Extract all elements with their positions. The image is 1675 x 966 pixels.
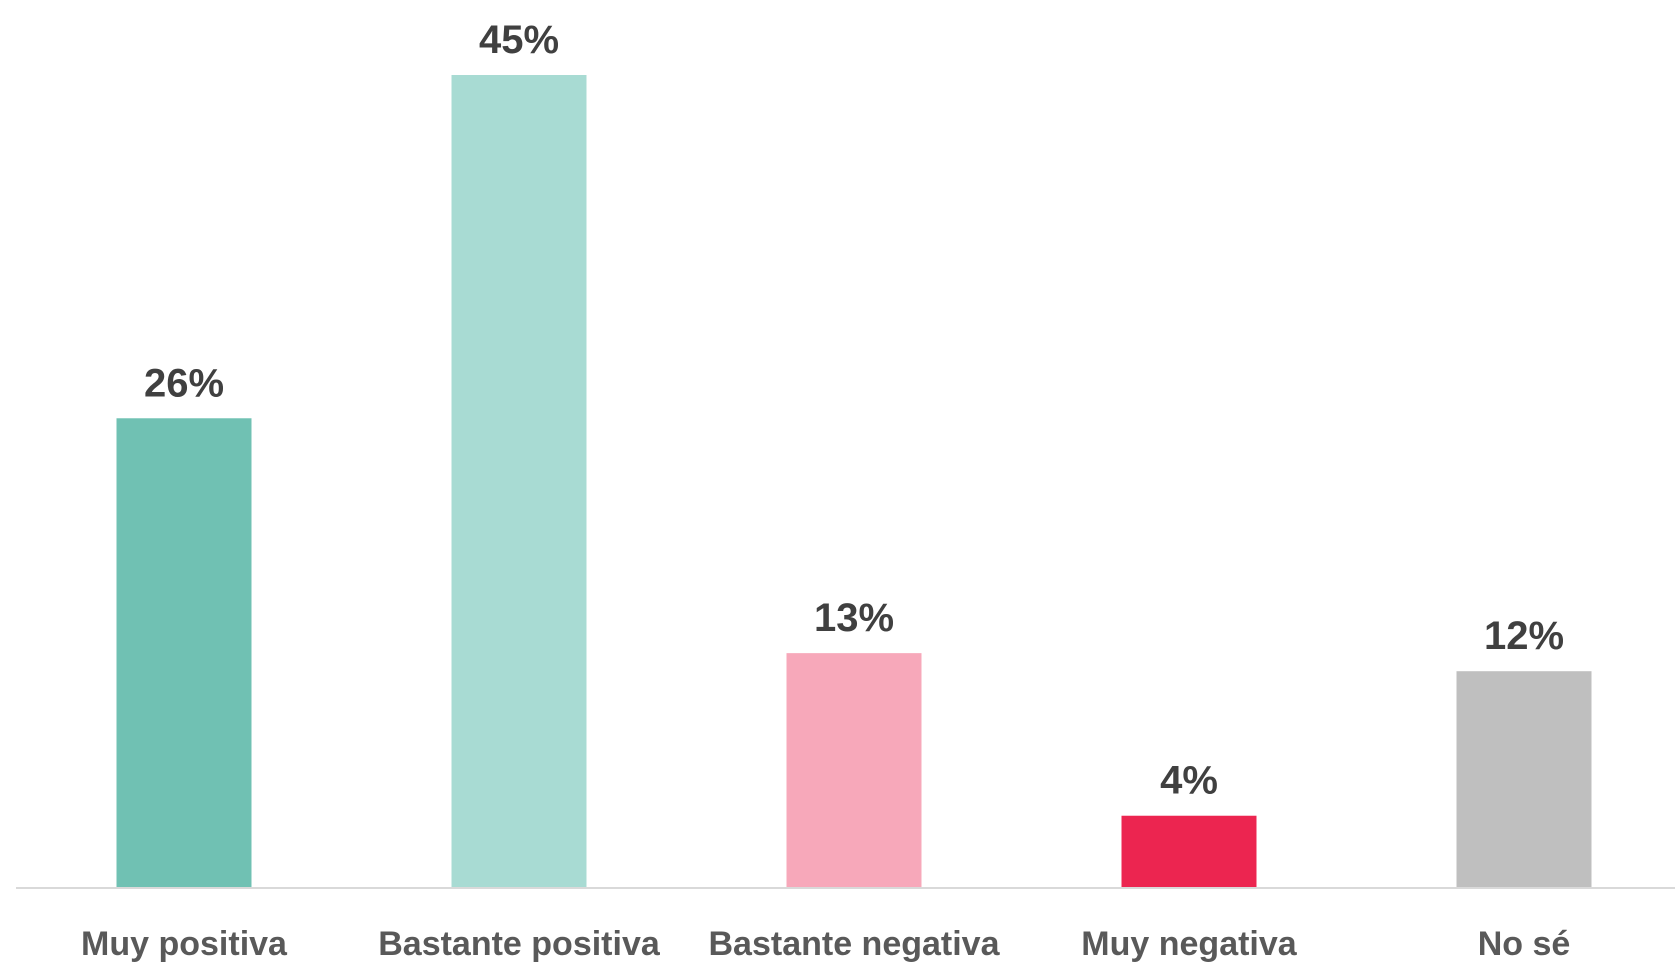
- value-label-3: 4%: [1160, 759, 1218, 803]
- bar-3: [1121, 815, 1257, 888]
- bar-2: [786, 653, 922, 888]
- value-label-0: 26%: [144, 361, 224, 405]
- category-label-0: Muy positiva: [81, 925, 288, 963]
- bar-0: [116, 418, 252, 888]
- value-label-1: 45%: [479, 18, 559, 62]
- bar-1: [451, 75, 587, 888]
- category-label-1: Bastante positiva: [378, 925, 661, 963]
- bar-4: [1456, 671, 1592, 888]
- category-label-3: Muy negativa: [1081, 925, 1297, 963]
- category-label-2: Bastante negativa: [709, 925, 1001, 963]
- category-label-4: No sé: [1478, 925, 1571, 963]
- value-label-4: 12%: [1484, 614, 1564, 658]
- bars-group: [116, 75, 1592, 888]
- value-label-2: 13%: [814, 596, 894, 640]
- value-labels-group: 26% 45% 13% 4% 12%: [144, 18, 1564, 803]
- category-labels-group: Muy positiva Bastante positiva Bastante ne…: [81, 925, 1570, 963]
